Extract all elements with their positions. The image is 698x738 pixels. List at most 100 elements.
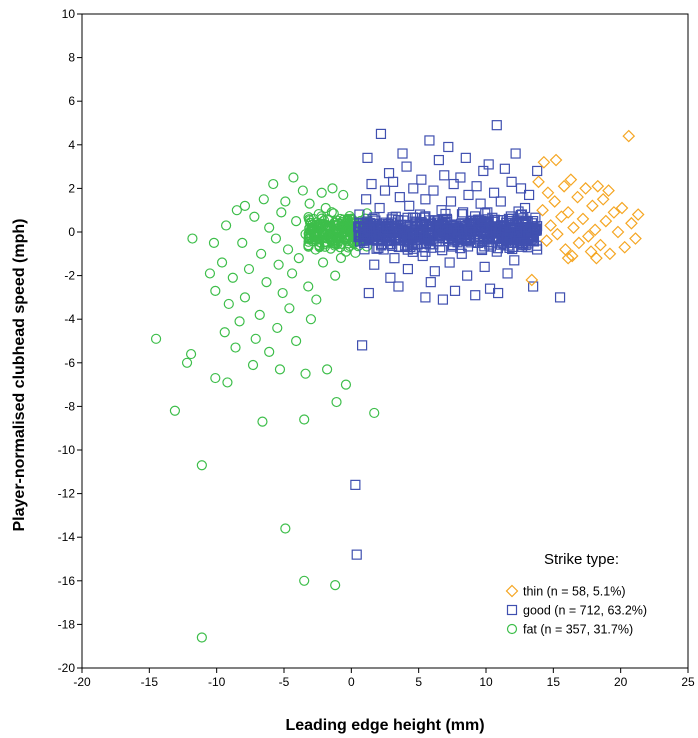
good-point <box>448 178 459 190</box>
thin-point <box>586 199 599 213</box>
good-point <box>479 261 490 272</box>
good-point <box>477 234 489 245</box>
thin-point <box>584 245 598 258</box>
fat-point <box>297 185 308 196</box>
good-point <box>357 340 368 351</box>
fat-point <box>261 277 272 288</box>
good-point <box>420 292 431 303</box>
good-point <box>387 176 399 187</box>
y-tick-label: -6 <box>64 356 75 370</box>
good-point <box>466 226 477 238</box>
good-point <box>511 226 523 238</box>
thin-point <box>618 240 632 254</box>
thin-point <box>596 192 610 206</box>
thin-point <box>561 206 575 219</box>
y-tick-label: -14 <box>58 530 76 544</box>
good-point <box>397 148 408 159</box>
good-point <box>361 194 372 205</box>
good-point <box>510 148 521 159</box>
good-point <box>392 223 403 234</box>
y-tick-label: -18 <box>58 617 76 631</box>
good-point <box>358 235 369 246</box>
fat-point <box>340 379 352 390</box>
good-point <box>460 152 471 163</box>
fat-point <box>231 205 242 216</box>
x-tick-label: 5 <box>415 675 422 689</box>
fat-point <box>270 233 282 244</box>
legend-marker-square <box>506 604 518 616</box>
fat-point <box>299 414 310 425</box>
fat-point <box>293 253 304 264</box>
fat-point <box>280 523 291 534</box>
x-tick-label: 10 <box>479 675 493 689</box>
x-tick-label: -15 <box>141 675 159 689</box>
fat-point <box>291 216 302 227</box>
x-axis: -20 -15 -10 -5 0 5 10 15 20 25 <box>73 668 695 689</box>
good-point <box>378 244 389 255</box>
thin-point <box>599 214 613 228</box>
good-point <box>443 141 454 153</box>
fat-point <box>181 357 193 368</box>
thin-point <box>549 153 563 167</box>
good-point <box>554 292 566 303</box>
good-point <box>528 216 539 227</box>
legend-entries: thin (n = 58, 5.1%) good (n = 712, 63.2%)… <box>505 585 647 637</box>
thin-point <box>565 249 579 263</box>
thin-point <box>561 251 575 265</box>
good-point <box>381 222 392 233</box>
fat-point <box>330 580 341 591</box>
data-points <box>150 120 645 643</box>
thin-point <box>555 210 568 224</box>
good-point <box>359 237 370 248</box>
fat-point <box>185 348 197 360</box>
fat-point <box>313 239 325 251</box>
fat-point <box>299 575 310 586</box>
fat-point <box>210 285 221 296</box>
fat-point <box>219 327 230 338</box>
fat-point <box>150 333 162 344</box>
good-point <box>437 245 448 256</box>
thin-point <box>594 238 607 252</box>
legend-label: thin (n = 58, 5.1%) <box>523 585 626 599</box>
good-point <box>508 241 519 253</box>
fat-point <box>268 178 279 190</box>
good-point <box>390 211 401 222</box>
good-point <box>379 185 391 196</box>
fat-point <box>216 257 228 268</box>
fat-point <box>321 364 333 375</box>
good-point <box>436 205 447 216</box>
thin-point <box>590 251 603 265</box>
fat-point <box>340 246 352 257</box>
good-point <box>445 196 457 207</box>
good-point <box>528 281 539 292</box>
good-point <box>449 285 461 296</box>
fat-point <box>321 221 332 232</box>
fat-point <box>196 460 207 471</box>
good-point <box>374 202 385 214</box>
fat-point <box>335 213 346 225</box>
good-point <box>527 224 538 235</box>
thin-point <box>540 234 553 248</box>
fat-point <box>335 223 347 235</box>
fat-point <box>328 208 339 219</box>
fat-point <box>273 259 284 270</box>
good-point <box>373 242 384 253</box>
good-point <box>532 165 543 177</box>
good-point <box>470 290 481 301</box>
good-point <box>509 255 520 266</box>
thin-point <box>571 190 584 204</box>
y-tick-label: -2 <box>64 269 75 283</box>
legend-title: Strike type: <box>544 551 619 568</box>
fat-point <box>249 211 260 222</box>
good-point <box>452 227 463 239</box>
good-point <box>491 120 502 131</box>
good-point <box>455 172 466 183</box>
plot-border <box>81 13 689 669</box>
good-point <box>420 194 431 205</box>
good-point <box>478 219 489 230</box>
fat-point <box>247 359 259 371</box>
fat-point <box>311 294 322 305</box>
fat-point <box>303 241 314 252</box>
fat-point <box>237 237 248 248</box>
